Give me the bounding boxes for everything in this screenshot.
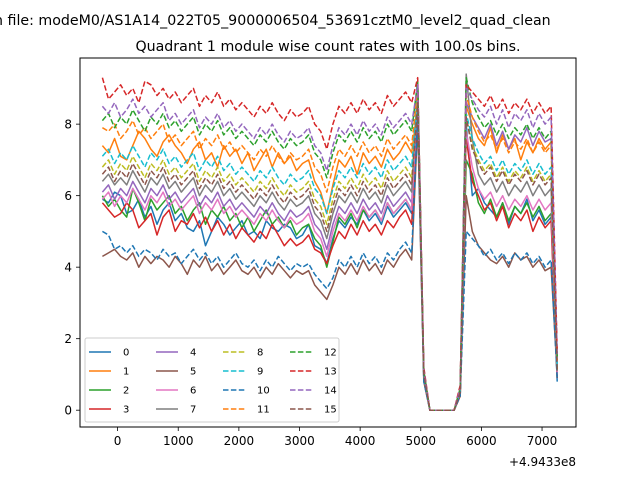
- plot-frame: [79, 57, 577, 428]
- legend-label-14: 14: [324, 386, 337, 397]
- y-tick-label: 4: [64, 261, 72, 275]
- legend-label-9: 9: [257, 367, 263, 378]
- legend-label-6: 6: [190, 386, 196, 397]
- x-tick-label: 6000: [466, 434, 497, 448]
- series-line-5: [102, 123, 558, 411]
- series-line-9: [101, 91, 558, 411]
- legend-label-4: 4: [190, 348, 196, 359]
- legend-label-1: 1: [123, 367, 129, 378]
- series-line-3: [101, 101, 558, 411]
- legend-label-10: 10: [257, 386, 270, 397]
- x-axis-offset-label: +4.9433e8: [509, 455, 576, 469]
- legend-label-2: 2: [123, 386, 129, 397]
- series-layer: [101, 73, 558, 411]
- x-tick-label: 7000: [527, 434, 558, 448]
- series-line-6: [101, 91, 558, 411]
- y-tick-label: 6: [64, 189, 72, 203]
- legend-label-11: 11: [257, 405, 270, 416]
- y-tick-label: 0: [64, 404, 72, 418]
- series-line-7: [101, 73, 558, 411]
- x-tick-label: 2000: [224, 434, 255, 448]
- legend-label-15: 15: [324, 405, 337, 416]
- series-line-4: [101, 84, 558, 411]
- x-tick-label: 4000: [345, 434, 376, 448]
- series-line-12: [101, 76, 558, 411]
- x-axis: 0 1000 2000 3000 4000 5000 6000 7000: [114, 427, 558, 448]
- legend-label-3: 3: [123, 405, 129, 416]
- series-line-14: [101, 84, 558, 411]
- y-tick-label: 8: [64, 118, 72, 132]
- legend-label-12: 12: [324, 348, 337, 359]
- chart-title: Quadrant 1 module wise count rates with …: [135, 39, 520, 55]
- legend-label-0: 0: [123, 348, 129, 359]
- legend-frame: [84, 337, 340, 423]
- legend-label-8: 8: [257, 348, 263, 359]
- series-line-8: [101, 98, 558, 411]
- legend-label-5: 5: [190, 367, 196, 378]
- legend-label-13: 13: [324, 367, 337, 378]
- x-tick-label: 0: [114, 434, 122, 448]
- series-line-11: [102, 87, 558, 411]
- series-line-10: [102, 112, 558, 411]
- y-tick-label: 2: [64, 332, 72, 346]
- x-tick-label: 1000: [163, 434, 194, 448]
- series-line-0: [102, 87, 558, 411]
- series-line-15: [101, 101, 558, 411]
- legend-label-7: 7: [190, 405, 196, 416]
- y-axis: 0 2 4 6 8: [64, 118, 80, 418]
- figure-suptitle: n file: modeM0/AS1A14_022T05_9000006504_…: [0, 13, 551, 29]
- x-tick-label: 3000: [284, 434, 315, 448]
- x-tick-label: 5000: [405, 434, 436, 448]
- series-line-13: [101, 76, 558, 411]
